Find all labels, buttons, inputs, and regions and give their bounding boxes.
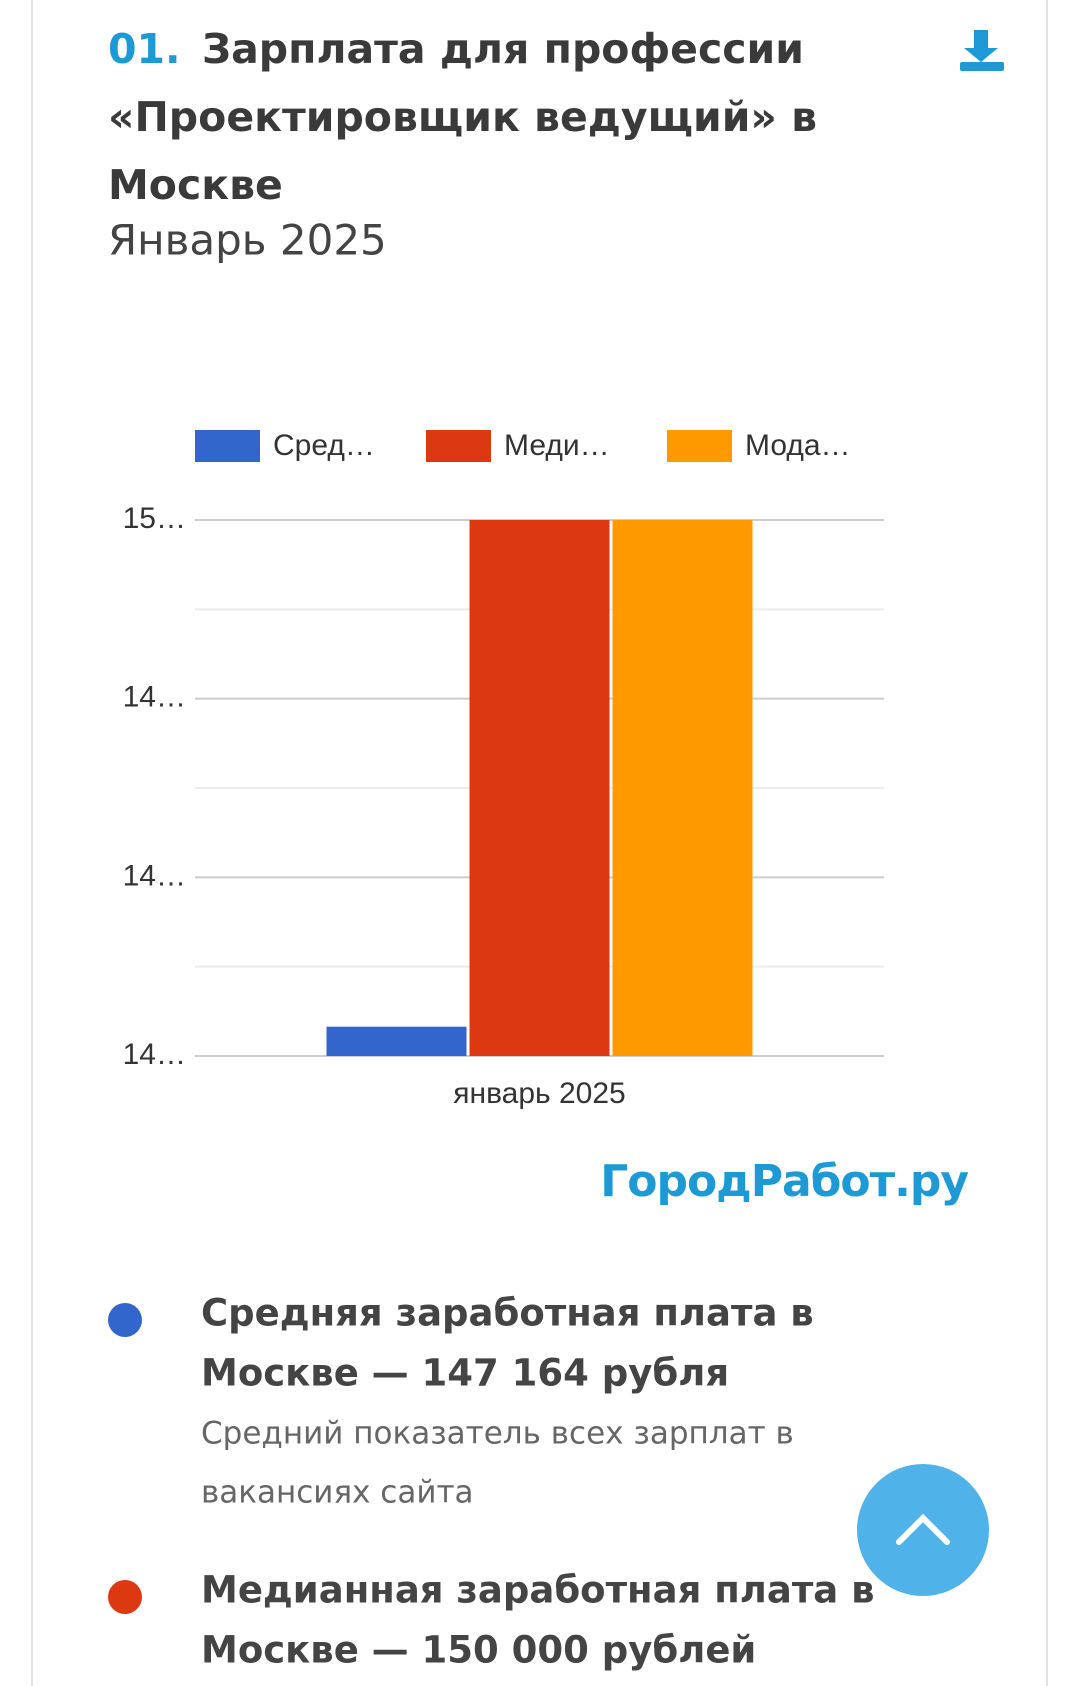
bullet-heading: Медианная заработная плата в	[201, 1569, 875, 1612]
bar	[612, 520, 753, 1056]
section-number: 01.	[108, 25, 181, 73]
legend-swatch	[195, 430, 260, 462]
button-bg	[857, 1464, 989, 1596]
title-line: «Проектировщик ведущий» в	[108, 93, 817, 141]
y-tick-label: 14…	[123, 1038, 186, 1071]
scroll-top-button[interactable]	[857, 1464, 989, 1596]
bar	[326, 1026, 467, 1056]
y-tick-label: 15…	[123, 502, 186, 535]
bullet-text: Средний показатель всех зарплат в	[201, 1416, 794, 1452]
y-tick-label: 14…	[123, 681, 186, 714]
bullet-text: вакансиях сайта	[201, 1475, 474, 1511]
icon-part	[974, 30, 988, 50]
legend-label: Сред…	[273, 429, 375, 462]
legend-swatch	[426, 430, 491, 462]
bullet-heading: Москве — 150 000 рублей	[201, 1629, 756, 1672]
download-icon[interactable]	[960, 30, 1004, 71]
icon-part	[960, 62, 1004, 71]
logo: ГородРабот.ру	[600, 1156, 968, 1207]
legend-label: Мода…	[745, 429, 851, 462]
legend-label: Меди…	[504, 429, 610, 462]
x-tick-label: январь 2025	[453, 1077, 626, 1110]
bullet-dot	[108, 1580, 142, 1614]
bullet-heading: Москве — 147 164 рубля	[201, 1352, 729, 1395]
title-line: Москве	[108, 161, 283, 209]
y-tick-label: 14…	[123, 859, 186, 892]
chevron	[896, 1513, 950, 1545]
title-line: Зарплата для профессии	[202, 25, 804, 73]
bullet-dot	[108, 1303, 142, 1337]
bar	[469, 520, 610, 1056]
bullet-heading: Средняя заработная плата в	[201, 1292, 814, 1335]
legend-swatch	[667, 430, 732, 462]
subtitle: Январь 2025	[108, 216, 387, 265]
icon-part	[964, 48, 998, 62]
